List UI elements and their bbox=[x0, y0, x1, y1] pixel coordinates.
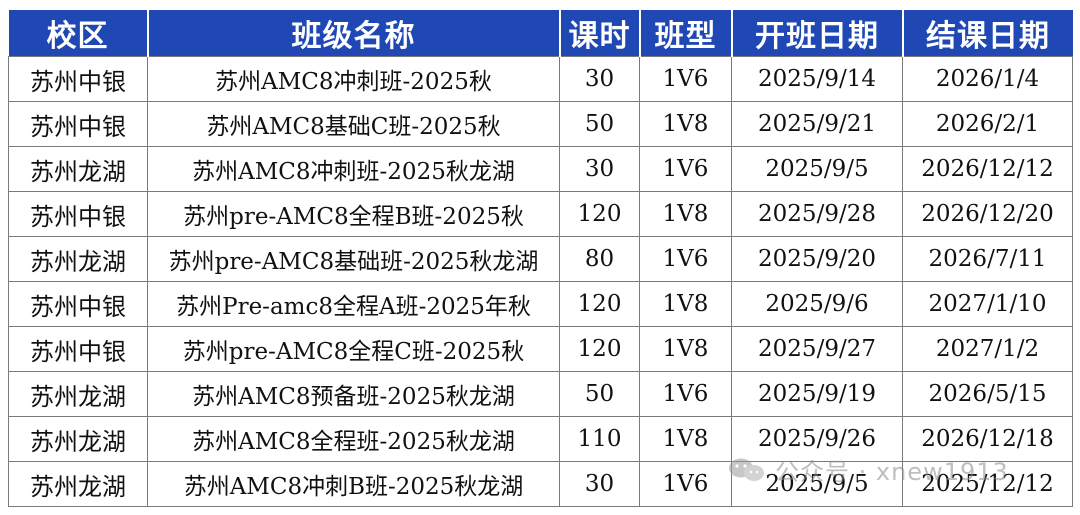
cell-hours: 50 bbox=[559, 371, 640, 417]
cell-end-date: 2026/5/15 bbox=[902, 371, 1073, 417]
cell-campus: 苏州龙湖 bbox=[8, 146, 148, 192]
cell-hours: 80 bbox=[559, 236, 640, 282]
cell-hours: 30 bbox=[559, 146, 640, 192]
table-row: 苏州中银 苏州AMC8冲刺班-2025秋 30 1V6 2025/9/14 20… bbox=[8, 56, 1073, 102]
table-row: 苏州龙湖 苏州AMC8冲刺班-2025秋龙湖 30 1V6 2025/9/5 2… bbox=[8, 146, 1073, 192]
cell-start-date: 2025/9/21 bbox=[731, 101, 903, 147]
table-row: 苏州中银 苏州pre-AMC8全程C班-2025秋 120 1V8 2025/9… bbox=[8, 326, 1073, 372]
cell-campus: 苏州中银 bbox=[8, 101, 148, 147]
class-schedule-table: 校区 班级名称 课时 班型 开班日期 结课日期 苏州中银 苏州AMC8冲刺班-2… bbox=[8, 10, 1073, 507]
table-header-row: 校区 班级名称 课时 班型 开班日期 结课日期 bbox=[8, 10, 1073, 57]
cell-campus: 苏州龙湖 bbox=[8, 416, 148, 462]
cell-hours: 120 bbox=[559, 191, 640, 237]
cell-end-date: 2026/1/4 bbox=[902, 56, 1073, 102]
cell-class-type: 1V6 bbox=[639, 146, 732, 192]
cell-start-date: 2025/9/5 bbox=[731, 461, 903, 507]
cell-hours: 110 bbox=[559, 416, 640, 462]
cell-campus: 苏州中银 bbox=[8, 281, 148, 327]
cell-campus: 苏州中银 bbox=[8, 191, 148, 237]
cell-class-type: 1V6 bbox=[639, 236, 732, 282]
header-start-date: 开班日期 bbox=[730, 10, 903, 57]
cell-campus: 苏州龙湖 bbox=[8, 371, 148, 417]
header-hours: 课时 bbox=[558, 10, 640, 57]
cell-start-date: 2025/9/19 bbox=[731, 371, 903, 417]
cell-class-type: 1V8 bbox=[639, 101, 732, 147]
cell-campus: 苏州龙湖 bbox=[8, 236, 148, 282]
table-row: 苏州中银 苏州pre-AMC8全程B班-2025秋 120 1V8 2025/9… bbox=[8, 191, 1073, 237]
cell-class-type: 1V6 bbox=[639, 56, 732, 102]
header-end-date: 结课日期 bbox=[901, 10, 1073, 57]
cell-class-name: 苏州pre-AMC8全程B班-2025秋 bbox=[147, 191, 560, 237]
cell-start-date: 2025/9/14 bbox=[731, 56, 903, 102]
cell-start-date: 2025/9/28 bbox=[731, 191, 903, 237]
table-row: 苏州龙湖 苏州AMC8全程班-2025秋龙湖 110 1V8 2025/9/26… bbox=[8, 416, 1073, 462]
table-row: 苏州龙湖 苏州AMC8冲刺B班-2025秋龙湖 30 1V6 2025/9/5 … bbox=[8, 461, 1073, 507]
cell-end-date: 2027/1/2 bbox=[902, 326, 1073, 372]
cell-end-date: 2026/12/20 bbox=[902, 191, 1073, 237]
cell-campus: 苏州龙湖 bbox=[8, 461, 148, 507]
cell-hours: 30 bbox=[559, 56, 640, 102]
cell-campus: 苏州中银 bbox=[8, 56, 148, 102]
cell-campus: 苏州中银 bbox=[8, 326, 148, 372]
table-row: 苏州中银 苏州AMC8基础C班-2025秋 50 1V8 2025/9/21 2… bbox=[8, 101, 1073, 147]
cell-class-name: 苏州AMC8基础C班-2025秋 bbox=[147, 101, 560, 147]
cell-start-date: 2025/9/20 bbox=[731, 236, 903, 282]
cell-hours: 50 bbox=[559, 101, 640, 147]
header-class-name: 班级名称 bbox=[146, 10, 560, 57]
cell-start-date: 2025/9/5 bbox=[731, 146, 903, 192]
cell-class-name: 苏州AMC8冲刺B班-2025秋龙湖 bbox=[147, 461, 560, 507]
cell-hours: 30 bbox=[559, 461, 640, 507]
cell-end-date: 2026/7/11 bbox=[902, 236, 1073, 282]
cell-end-date: 2027/1/10 bbox=[902, 281, 1073, 327]
cell-hours: 120 bbox=[559, 281, 640, 327]
cell-class-type: 1V8 bbox=[639, 281, 732, 327]
table-row: 苏州龙湖 苏州pre-AMC8基础班-2025秋龙湖 80 1V6 2025/9… bbox=[8, 236, 1073, 282]
cell-class-name: 苏州AMC8全程班-2025秋龙湖 bbox=[147, 416, 560, 462]
cell-class-name: 苏州Pre-amc8全程A班-2025年秋 bbox=[147, 281, 560, 327]
header-class-type: 班型 bbox=[638, 10, 732, 57]
cell-end-date: 2026/2/1 bbox=[902, 101, 1073, 147]
cell-class-type: 1V8 bbox=[639, 416, 732, 462]
cell-end-date: 2025/12/12 bbox=[902, 461, 1073, 507]
cell-hours: 120 bbox=[559, 326, 640, 372]
cell-class-type: 1V8 bbox=[639, 191, 732, 237]
cell-start-date: 2025/9/27 bbox=[731, 326, 903, 372]
cell-class-name: 苏州AMC8冲刺班-2025秋龙湖 bbox=[147, 146, 560, 192]
cell-class-type: 1V6 bbox=[639, 371, 732, 417]
cell-start-date: 2025/9/6 bbox=[731, 281, 903, 327]
cell-class-type: 1V6 bbox=[639, 461, 732, 507]
cell-class-name: 苏州pre-AMC8全程C班-2025秋 bbox=[147, 326, 560, 372]
table-row: 苏州中银 苏州Pre-amc8全程A班-2025年秋 120 1V8 2025/… bbox=[8, 281, 1073, 327]
cell-class-name: 苏州pre-AMC8基础班-2025秋龙湖 bbox=[147, 236, 560, 282]
header-campus: 校区 bbox=[8, 10, 148, 57]
cell-class-name: 苏州AMC8冲刺班-2025秋 bbox=[147, 56, 560, 102]
cell-start-date: 2025/9/26 bbox=[731, 416, 903, 462]
cell-class-type: 1V8 bbox=[639, 326, 732, 372]
table-row: 苏州龙湖 苏州AMC8预备班-2025秋龙湖 50 1V6 2025/9/19 … bbox=[8, 371, 1073, 417]
cell-class-name: 苏州AMC8预备班-2025秋龙湖 bbox=[147, 371, 560, 417]
cell-end-date: 2026/12/12 bbox=[902, 146, 1073, 192]
cell-end-date: 2026/12/18 bbox=[902, 416, 1073, 462]
